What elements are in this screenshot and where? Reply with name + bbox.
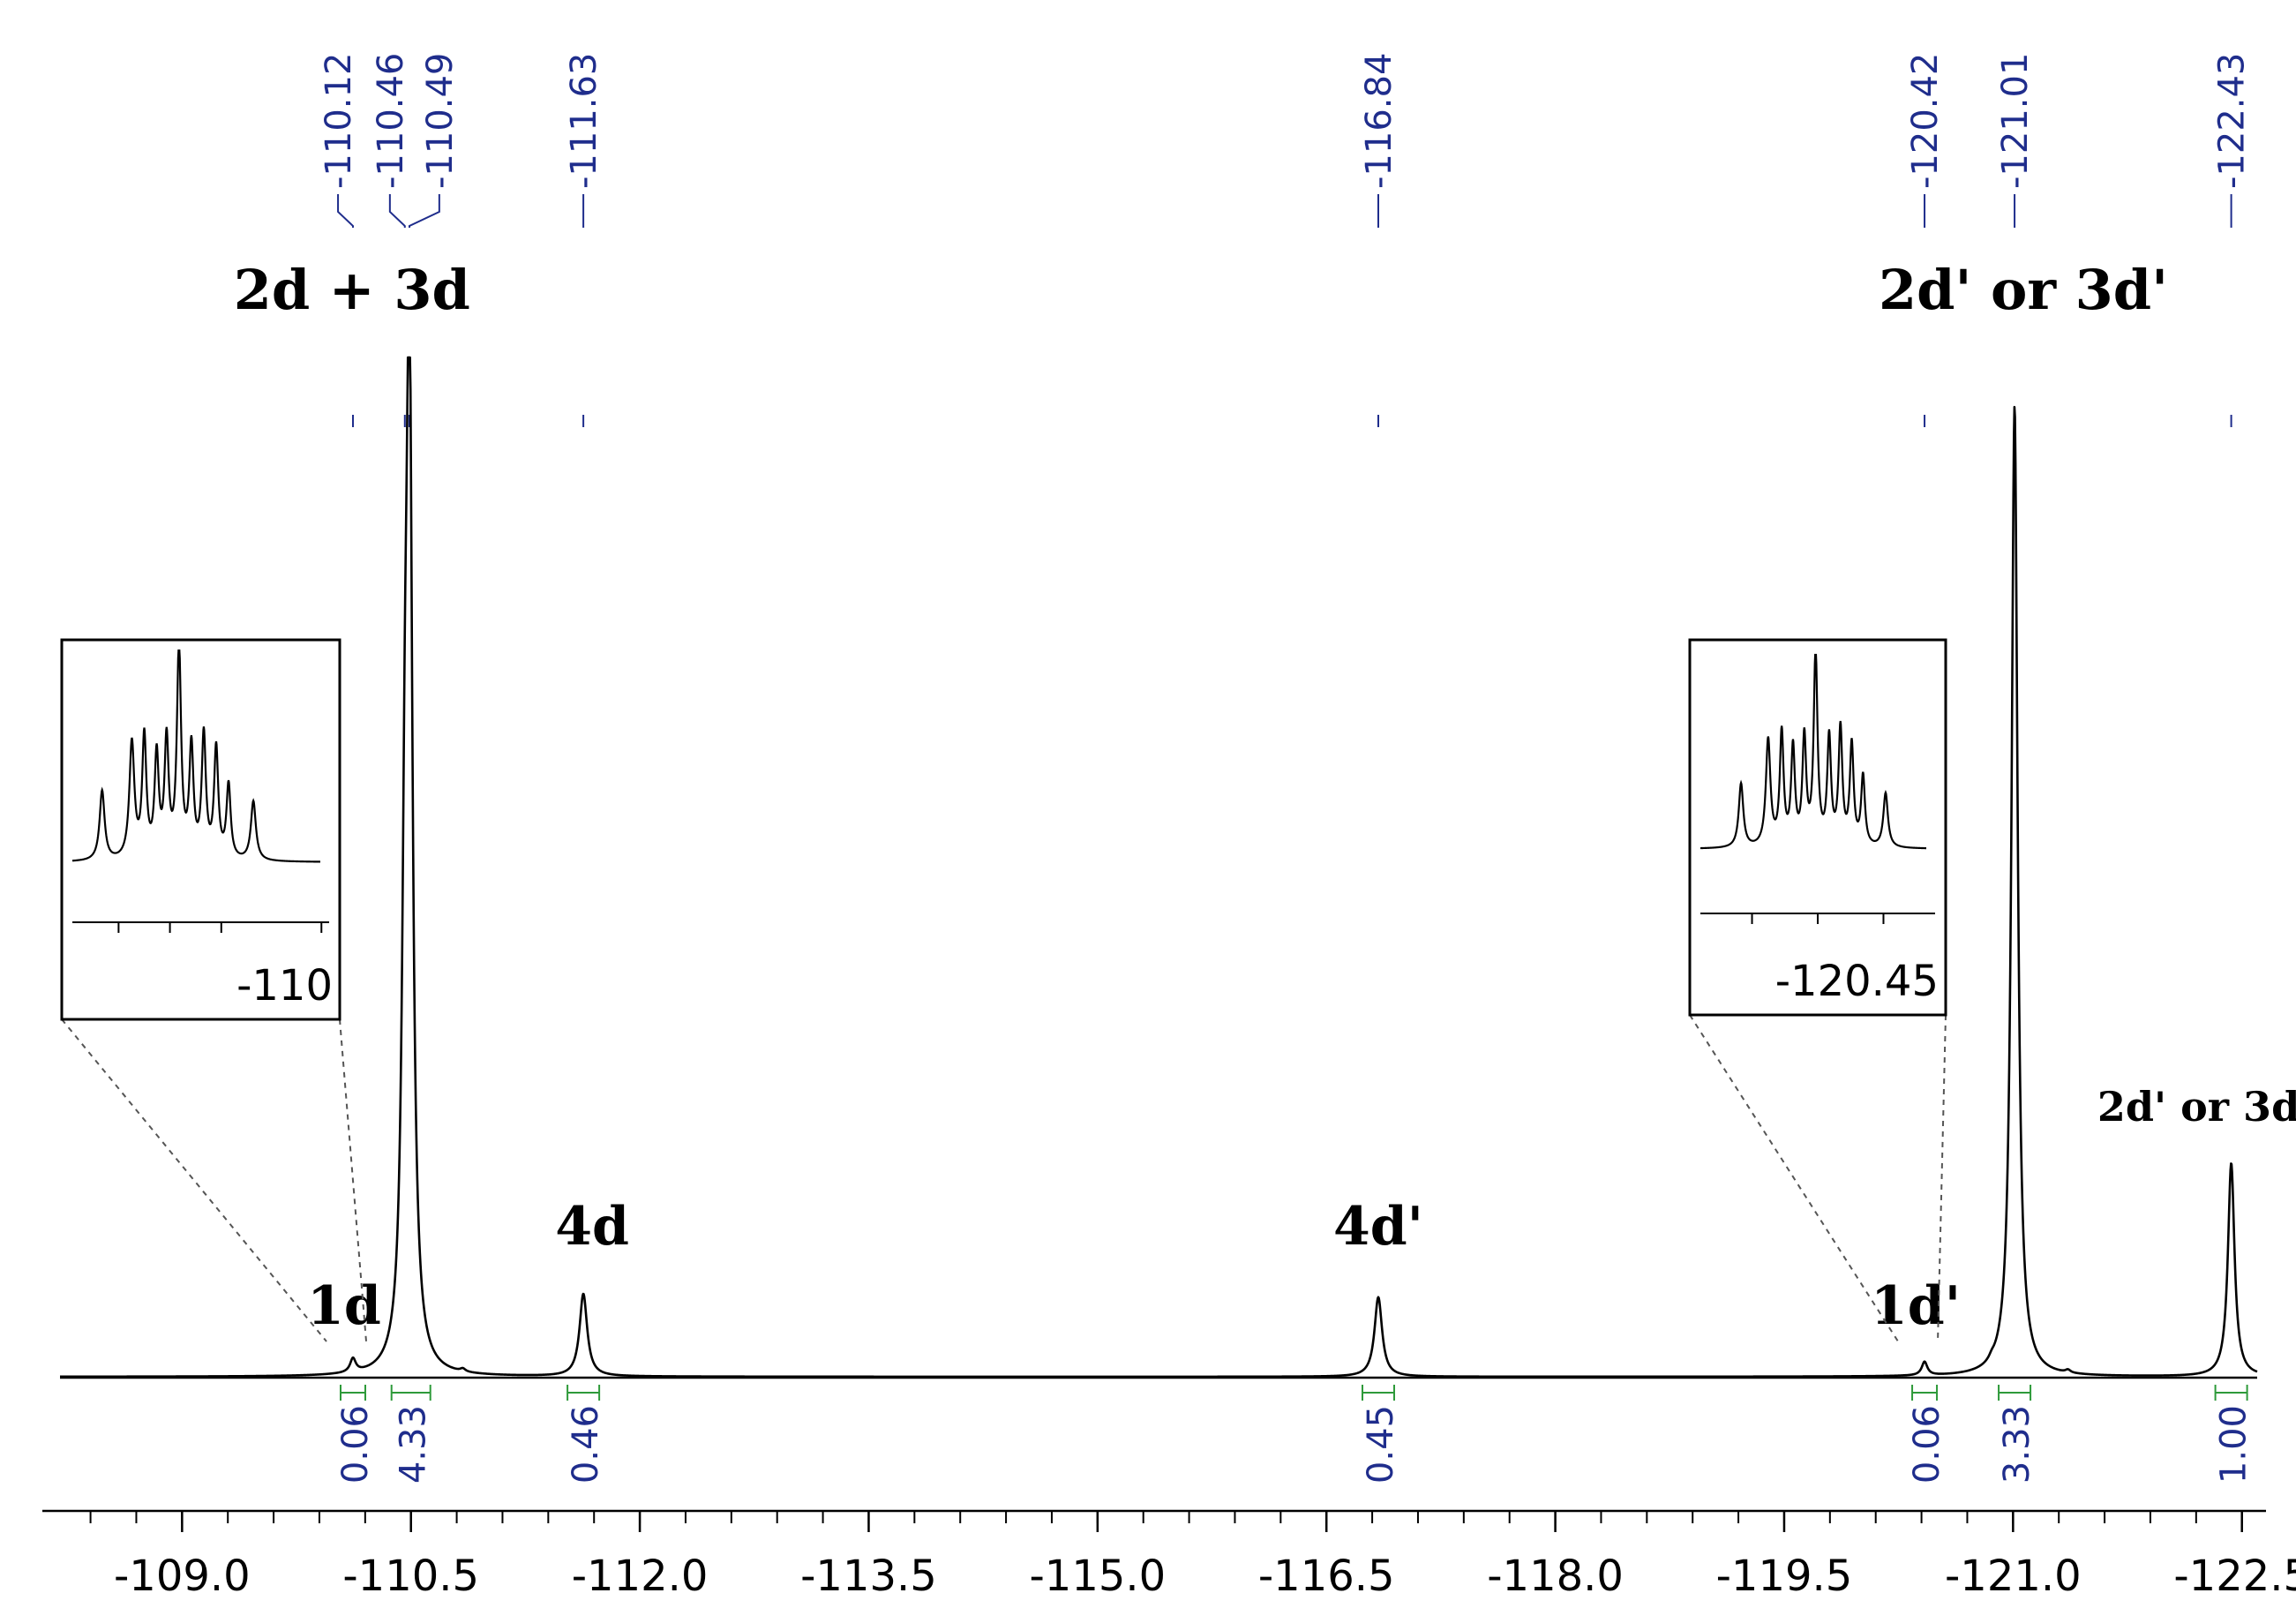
- integral-value: 0.06: [335, 1405, 376, 1484]
- integral-value: 1.00: [2214, 1405, 2255, 1484]
- inset-multiplet-trace: [71, 649, 321, 863]
- integral-1: 0.06: [335, 1385, 376, 1484]
- integral-3: 0.46: [566, 1385, 606, 1484]
- x-tick-label-121-0: -121.0: [1945, 1552, 2082, 1601]
- inset-connectors: [61, 1014, 1947, 1342]
- integral-5: 0.06: [1907, 1385, 1947, 1484]
- peak-pick-leader: [337, 194, 354, 228]
- integral-4: 0.45: [1361, 1385, 1401, 1484]
- peak-pick-label-110-49: -110.49: [420, 53, 461, 189]
- x-tick-label-109-0: -109.0: [114, 1552, 251, 1601]
- peak-pick-label-116-84: -116.84: [1359, 53, 1399, 189]
- x-tick-label-122-5: -122.5: [2173, 1552, 2296, 1601]
- integral-value: 0.46: [566, 1405, 606, 1484]
- compound-annotations: 1d 2d + 3d 4d 4d' 1d' 2d' or 3d' 2d' or 3d': [234, 258, 2296, 1337]
- x-tick-label-115-0: -115.0: [1029, 1552, 1166, 1601]
- inset-1: -110: [60, 638, 341, 1021]
- inset-connector-left: [61, 1018, 327, 1342]
- inset-connector-right: [339, 1018, 367, 1342]
- peak-pick-label-110-46: -110.46: [371, 53, 411, 189]
- integral-value: 0.45: [1361, 1405, 1401, 1484]
- peak-pick-leader: [388, 194, 406, 228]
- integral-6: 3.33: [1997, 1385, 2037, 1484]
- inset-2: -120.45: [1688, 638, 1947, 1017]
- inset-axis-label: -110: [236, 961, 333, 1011]
- compound-label-2d-or-3d: 2d' or 3d': [1879, 258, 2168, 322]
- compound-label-1d: 1d: [307, 1275, 381, 1337]
- integral-value: 3.33: [1997, 1405, 2037, 1484]
- compound-label-1d: 1d': [1871, 1275, 1961, 1337]
- inset-multiplet-trace: [1699, 653, 1927, 850]
- peak-pick-label-121-01: -121.01: [1995, 53, 2036, 189]
- x-tick-label-116-5: -116.5: [1258, 1552, 1395, 1601]
- integrals: 0.06 4.33 0.46 0.45 0.06 3.33 1.00: [335, 1385, 2255, 1484]
- inset-axis-label: -120.45: [1775, 957, 1939, 1006]
- inset-frame: [60, 638, 341, 1021]
- x-tick-label-119-5: -119.5: [1716, 1552, 1853, 1601]
- compound-label-4d: 4d': [1333, 1196, 1423, 1258]
- inset-connector-left: [1689, 1014, 1899, 1342]
- integral-7: 1.00: [2214, 1385, 2255, 1484]
- integral-value: 0.06: [1907, 1405, 1947, 1484]
- compound-label-2d-3d: 2d + 3d: [234, 258, 470, 322]
- peak-pick-label-120-42: -120.42: [1905, 53, 1946, 189]
- x-tick-label-118-0: -118.0: [1487, 1552, 1624, 1601]
- compound-label-4d: 4d: [555, 1196, 629, 1258]
- integral-value: 4.33: [394, 1405, 434, 1484]
- peak-pick-label-122-43: -122.43: [2212, 53, 2253, 189]
- x-tick-label-110-5: -110.5: [342, 1552, 479, 1601]
- x-axis: -109.0 -110.5 -112.0 -113.5 -115.0 -116.5 -118…: [42, 1509, 2296, 1601]
- compound-label-2d-or-3d: 2d' or 3d': [2097, 1083, 2296, 1131]
- peak-pick-label-111-63: -111.63: [564, 53, 604, 189]
- x-tick-label-112-0: -112.0: [572, 1552, 709, 1601]
- integral-2: 4.33: [390, 1385, 434, 1484]
- inset-connector-right: [1937, 1014, 1947, 1342]
- inset-panels: -110 -120.45: [60, 638, 1947, 1021]
- x-tick-label-113-5: -113.5: [800, 1552, 937, 1601]
- peak-pick-labels: -110.12 -110.46 -110.49 -111.63 -116.84 -120.…: [319, 53, 2253, 189]
- spectrum-trace: [59, 356, 2258, 1379]
- peak-pick-leader: [408, 194, 440, 228]
- peak-pick-label-110-12: -110.12: [319, 53, 359, 189]
